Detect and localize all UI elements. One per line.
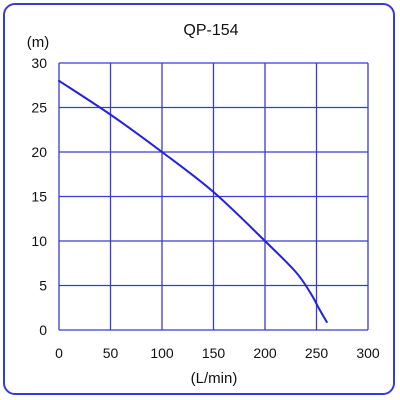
y-tick-label: 10	[31, 233, 47, 249]
x-tick-label: 50	[103, 345, 119, 361]
x-tick-label: 100	[150, 345, 174, 361]
x-tick-label: 150	[202, 345, 226, 361]
x-axis-label: (L/min)	[191, 370, 238, 387]
x-tick-label: 0	[55, 345, 63, 361]
series-layer	[58, 79, 328, 323]
y-tick-label: 20	[31, 144, 47, 160]
y-tick-label: 5	[39, 278, 47, 294]
y-tick-label: 0	[39, 322, 47, 338]
chart-title: QP-154	[183, 22, 238, 39]
tick-labels: 0 50 100 150 200 250 300 0 5 10 15 20 25 30	[31, 55, 379, 361]
x-tick-label: 250	[305, 345, 329, 361]
y-tick-label: 15	[31, 189, 47, 205]
x-tick-label: 200	[253, 345, 277, 361]
y-tick-label: 25	[31, 100, 47, 116]
y-tick-label: 30	[31, 55, 47, 71]
y-axis-label: (m)	[27, 34, 50, 51]
x-tick-label: 300	[356, 345, 380, 361]
grid	[58, 62, 369, 331]
series-line	[58, 79, 328, 323]
